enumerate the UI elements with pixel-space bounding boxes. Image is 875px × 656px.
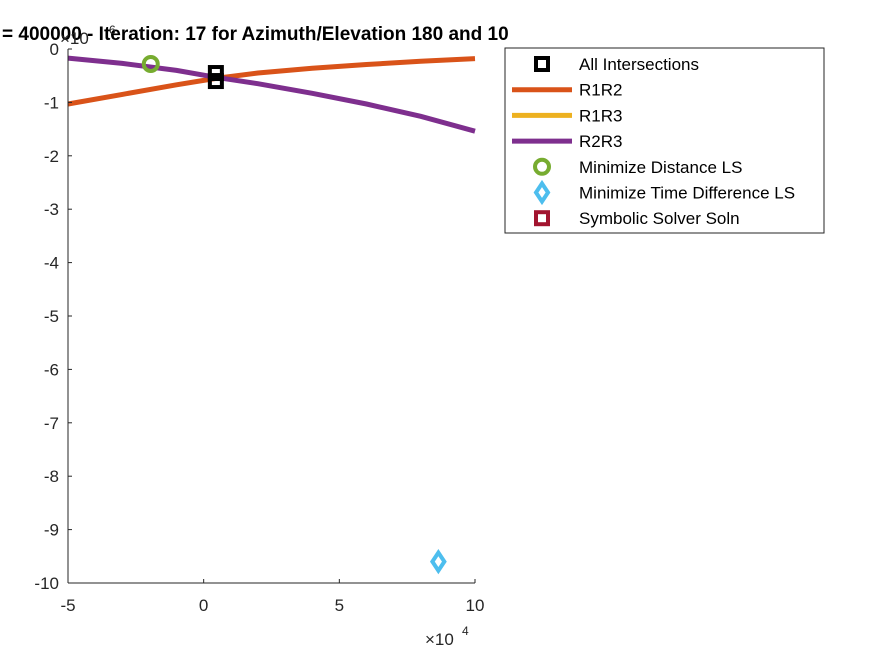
legend-label: R1R3: [579, 106, 622, 125]
plot-area: [68, 49, 475, 583]
series-line-r2r3: [67, 55, 476, 134]
y-tick-label: 0: [50, 40, 59, 59]
legend-entry: Minimize Time Difference LS: [533, 179, 795, 206]
data-point-minimize-time-difference-ls: [429, 549, 447, 575]
legend-label: All Intersections: [579, 55, 699, 74]
legend-entry: R1R3: [512, 106, 622, 125]
y-exponent-label: ×10 6: [60, 23, 116, 48]
y-tick-label: -6: [44, 360, 59, 379]
x-exponent-label: ×10 4: [425, 624, 469, 649]
legend-swatch: [534, 210, 550, 227]
legend-swatch: [533, 157, 551, 176]
x-tick-label: 10: [466, 596, 485, 615]
y-tick-label: -7: [44, 414, 59, 433]
y-exponent-base: ×10: [60, 29, 89, 48]
x-ticks: -5 0 5 10: [60, 579, 484, 615]
x-exponent-power: 4: [462, 624, 469, 638]
legend-label: R2R3: [579, 132, 622, 151]
y-tick-label: -4: [44, 254, 59, 273]
y-tick-label: -9: [44, 521, 59, 540]
legend-label: R1R2: [579, 81, 622, 100]
legend-label: Minimize Distance LS: [579, 158, 742, 177]
x-exponent-base: ×10: [425, 630, 454, 649]
y-exponent-power: 6: [109, 23, 116, 37]
legend-entry: R1R2: [512, 81, 622, 100]
legend: All Intersections R1R2 R1R3 R2R3 Minimize Di…: [504, 47, 825, 234]
data-point-all-intersections: [207, 65, 224, 82]
chart-title: = 400000 - Iteration: 17 for Azimuth/Ele…: [2, 24, 509, 45]
y-tick-label: -5: [44, 307, 59, 326]
legend-entry: Symbolic Solver Soln: [534, 209, 740, 228]
y-tick-label: -2: [44, 147, 59, 166]
data-point-all-intersections: [207, 73, 224, 90]
y-tick-label: -1: [44, 93, 59, 112]
y-tick-label: -10: [34, 574, 59, 593]
x-tick-label: 5: [335, 596, 344, 615]
legend-entry: Minimize Distance LS: [533, 157, 742, 177]
legend-swatch: [534, 56, 550, 72]
plot-axes: -5 0 5 10 0 -1 -2 -3 -4 -5 -6 -7 -8 -9 -10: [34, 40, 484, 615]
marker-layer: [141, 54, 447, 575]
y-tick-label: -3: [44, 200, 59, 219]
x-tick-label: -5: [60, 596, 75, 615]
series-layer: [67, 55, 476, 134]
data-point-minimize-distance-ls: [141, 54, 160, 73]
legend-label: Minimize Time Difference LS: [579, 184, 795, 203]
series-line-r1r2: [67, 56, 476, 107]
legend-entries: All Intersections R1R2 R1R3 R2R3 Minimize Di…: [512, 55, 795, 228]
y-ticks: 0 -1 -2 -3 -4 -5 -6 -7 -8 -9 -10: [34, 40, 72, 593]
legend-entry: All Intersections: [534, 55, 699, 74]
y-tick-label: -8: [44, 467, 59, 486]
x-tick-label: 0: [199, 596, 208, 615]
legend-swatch: [533, 179, 551, 206]
legend-label: Symbolic Solver Soln: [579, 209, 740, 228]
legend-entry: R2R3: [512, 132, 622, 151]
